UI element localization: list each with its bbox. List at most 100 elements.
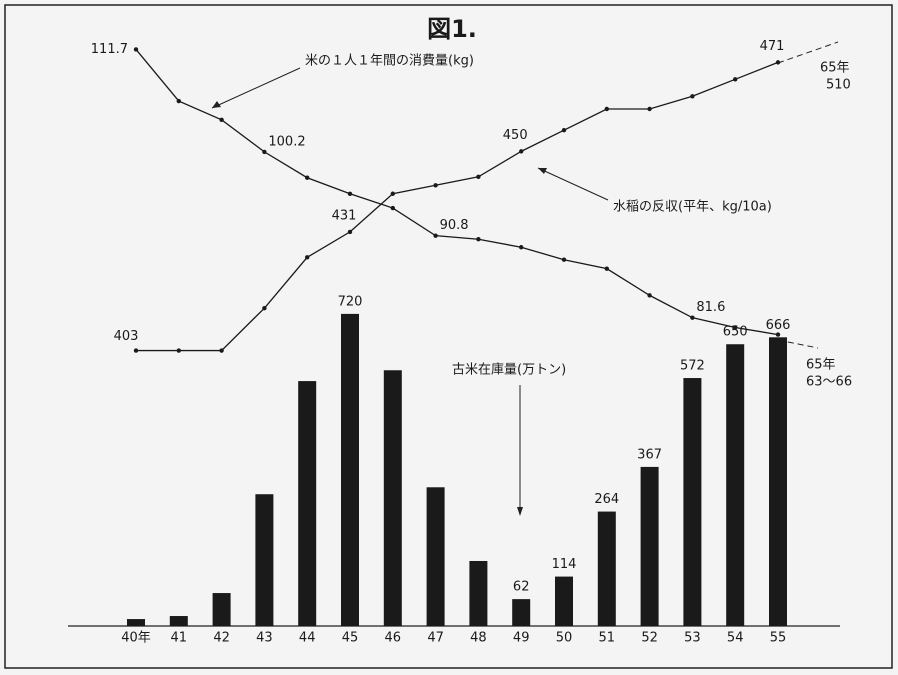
annotation: 65年 [806,358,836,373]
point [476,237,481,242]
bar [555,576,573,626]
point [305,175,310,180]
x-tick-label: 54 [727,631,744,646]
series-name: 米の１人１年間の消費量(kg) [305,54,474,69]
bar [341,313,359,626]
point [561,257,567,262]
value-label: 650 [723,325,748,340]
point [433,233,438,238]
x-tick-label: 48 [470,631,487,646]
value-label: 471 [760,39,785,54]
chart-title: 図1. [427,15,477,43]
extension [777,339,819,349]
x-tick-label: 52 [641,631,658,646]
point [305,255,310,260]
x-tick-label: 40年 [121,631,151,646]
pointer-head [538,168,547,174]
x-tick-label: 53 [684,631,701,646]
x-tick-label: 44 [299,631,316,646]
point [690,94,695,99]
point [262,149,267,155]
point [604,266,609,271]
line [135,48,779,336]
point [219,117,224,123]
value-label: 81.6 [696,300,725,315]
x-tick-label: 50 [556,631,573,646]
pointer [211,67,301,109]
x-tick-label: 47 [427,631,444,646]
x-tick-label: 43 [256,631,273,646]
value-label: 90.8 [440,218,469,233]
bar [469,560,488,626]
value-label: 264 [594,492,619,507]
extension [777,41,839,64]
x-tick-label: 45 [342,631,359,646]
bar [683,378,702,626]
bar [127,619,145,626]
point [219,348,224,353]
line [136,61,779,352]
x-tick-label: 42 [213,631,230,646]
annotation: 63～66 [806,375,852,390]
bar [255,494,274,626]
point [390,205,395,211]
x-tick-label: 55 [770,631,787,646]
frame [4,4,893,669]
point [733,77,738,82]
point [347,191,353,196]
annotation: 65年 [820,61,850,76]
point [519,149,524,154]
value-label: 720 [338,294,363,309]
bar [383,370,402,626]
point [347,229,353,235]
point [775,332,781,337]
point [262,305,267,311]
point [176,348,181,353]
point [519,245,524,250]
point [561,127,567,133]
pointer [537,167,609,201]
point [647,293,652,298]
value-label: 666 [766,318,791,333]
series-name: 水稲の反収(平年、kg/10a) [613,200,772,215]
bar [512,599,531,626]
value-label: 431 [332,208,357,223]
bar [640,466,659,626]
value-label: 572 [680,359,705,374]
bar [426,487,445,626]
point [133,47,139,52]
value-label: 403 [114,329,139,344]
bar [298,381,317,626]
x-tick-label: 51 [599,631,616,646]
point [133,348,139,353]
point [690,315,695,320]
value-label: 62 [513,580,530,595]
point [390,191,395,196]
pointer-head [517,507,523,516]
point [647,106,652,112]
point [433,183,438,188]
point [604,106,609,112]
point [476,174,481,179]
value-label: 100.2 [268,134,305,149]
point [176,98,181,104]
x-tick-label: 41 [171,631,188,646]
value-label: 114 [552,557,577,572]
pointer-head [212,101,221,108]
bar [769,337,787,626]
point [733,325,738,330]
bar [212,593,231,626]
bar [726,344,745,626]
x-tick-label: 46 [385,631,402,646]
bar [169,616,188,626]
x-tick-label: 49 [513,631,530,646]
annotation: 510 [826,78,851,93]
value-label: 450 [503,128,528,143]
bar [597,511,616,626]
value-label: 111.7 [91,42,128,57]
series-name: 古米在庫量(万トン) [452,363,566,378]
point [775,60,781,65]
